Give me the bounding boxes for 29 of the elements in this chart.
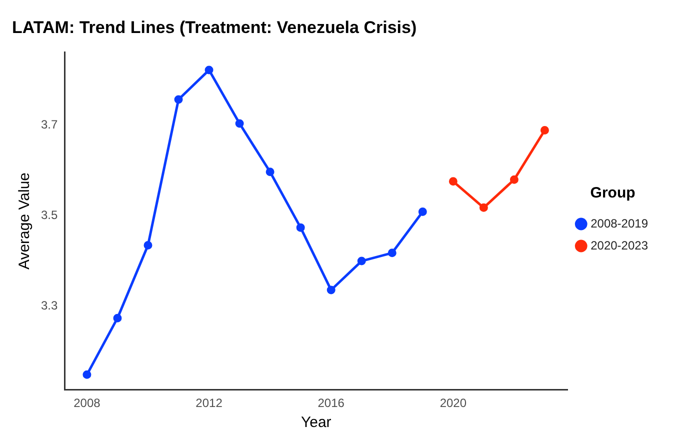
chart-title: LATAM: Trend Lines (Treatment: Venezuela Crisis) (12, 18, 417, 37)
y-axis-title: Average Value (16, 172, 34, 270)
point (266, 168, 274, 176)
point (326, 286, 336, 294)
legend-label: 2020-2023 (590, 238, 648, 252)
point (113, 314, 122, 322)
y-tick-label: 3.5 (40, 208, 58, 222)
x-axis-title: Year (300, 414, 332, 432)
point (144, 240, 152, 250)
y-tick-label: 3.7 (40, 118, 58, 132)
point (418, 207, 427, 216)
y-tick-label: 3.3 (40, 298, 58, 313)
x-tick-label: 2016 (318, 396, 345, 410)
x-tick-label: 2020 (440, 396, 467, 410)
point (174, 95, 183, 104)
point (82, 370, 92, 379)
legend-title: Group (590, 184, 636, 202)
point (540, 126, 549, 134)
point (448, 177, 458, 186)
x-tick-label: 2012 (196, 396, 223, 410)
point (479, 203, 488, 212)
point (296, 223, 305, 232)
point (388, 248, 396, 258)
x-tick-label: 2008 (74, 396, 101, 410)
legend-label: 2008-2019 (590, 216, 648, 230)
point (235, 119, 244, 128)
point (357, 256, 366, 266)
point (204, 66, 214, 74)
point (510, 175, 518, 184)
